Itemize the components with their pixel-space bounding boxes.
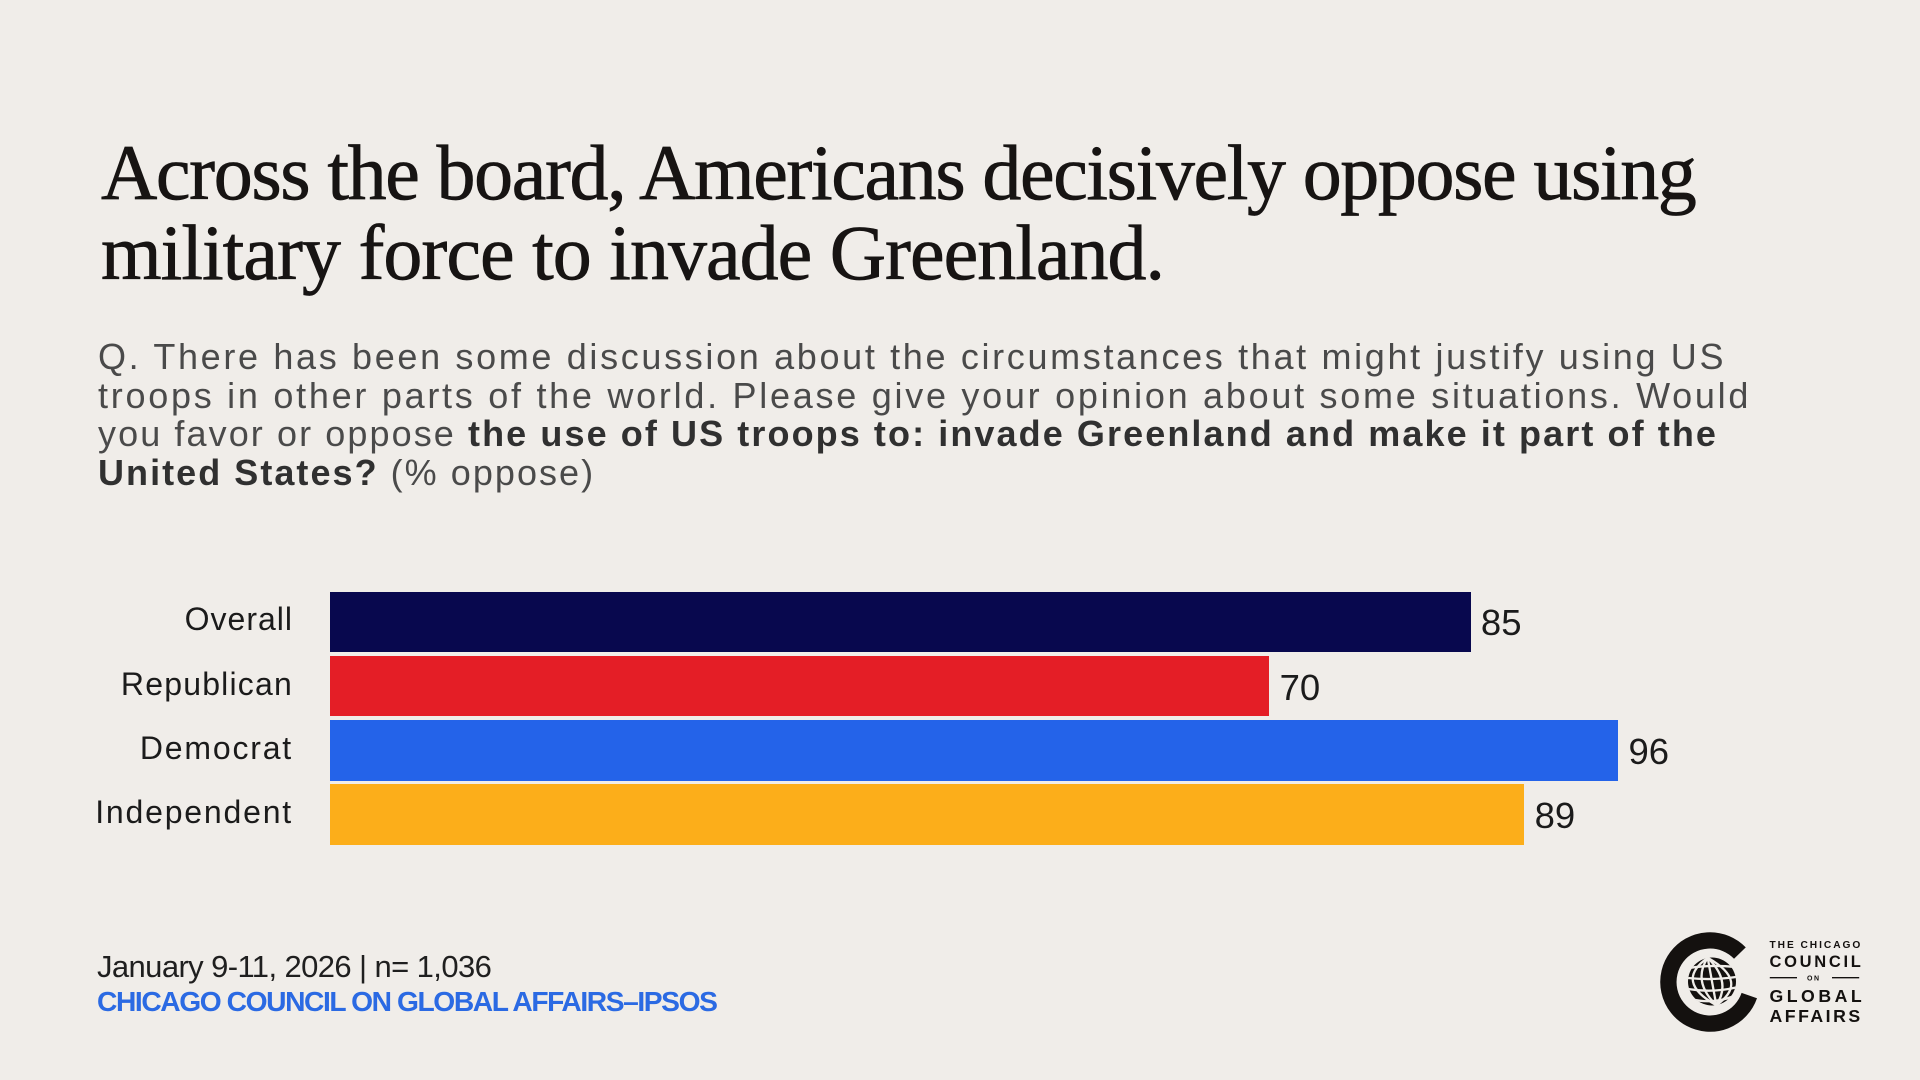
svg-text:GLOBAL: GLOBAL: [1770, 986, 1866, 1006]
svg-text:ON: ON: [1807, 976, 1821, 983]
svg-text:AFFAIRS: AFFAIRS: [1770, 1006, 1863, 1026]
svg-text:COUNCIL: COUNCIL: [1770, 953, 1864, 971]
svg-text:THE CHICAGO: THE CHICAGO: [1770, 940, 1863, 951]
